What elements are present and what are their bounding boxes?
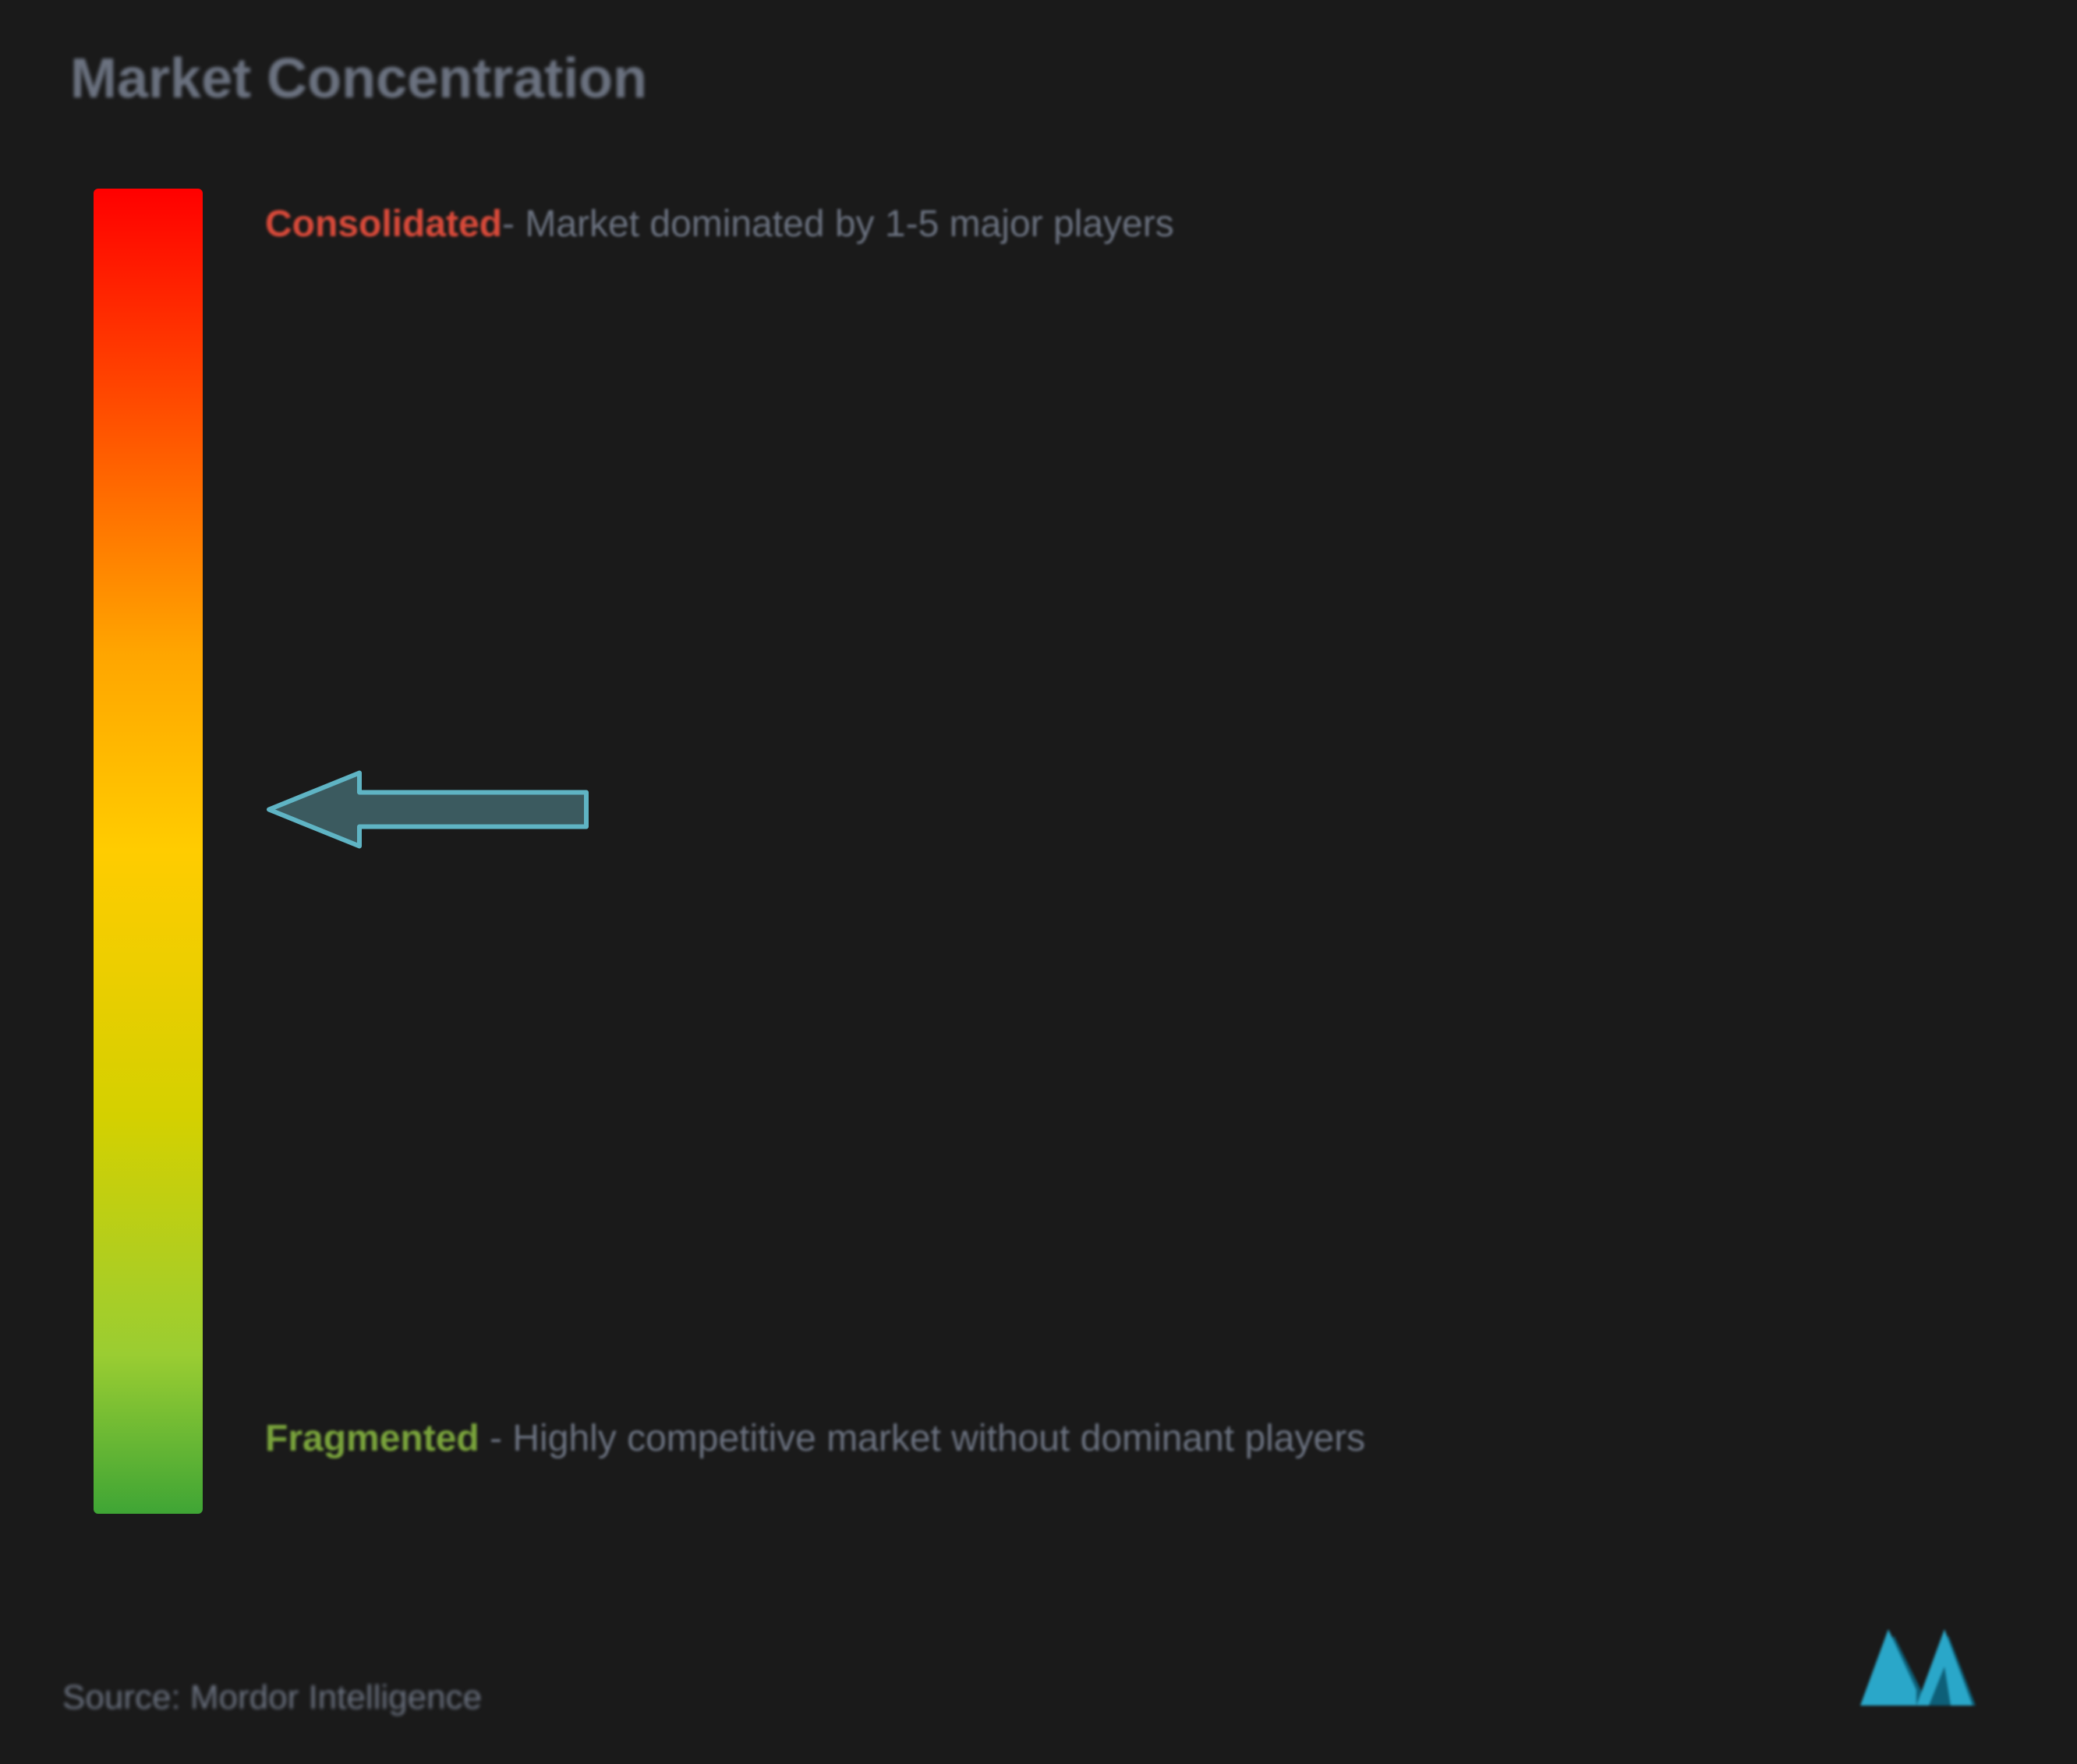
brand-logo	[1851, 1620, 1991, 1717]
fragmented-label: Fragmented - Highly competitive market w…	[265, 1411, 1365, 1467]
mordor-logo-icon	[1851, 1620, 1991, 1713]
labels-column: Consolidated- Market dominated by 1-5 ma…	[265, 189, 2015, 1514]
consolidated-desc: - Market dominated by 1-5 major players	[502, 203, 1174, 245]
main-content: Consolidated- Market dominated by 1-5 ma…	[94, 189, 2015, 1514]
indicator-arrow	[265, 767, 593, 857]
fragmented-lead: Fragmented	[265, 1418, 479, 1459]
consolidated-label: Consolidated- Market dominated by 1-5 ma…	[265, 196, 1174, 253]
fragmented-desc: - Highly competitive market without domi…	[479, 1418, 1365, 1459]
concentration-gradient-bar	[94, 189, 203, 1514]
arrow-left-icon	[265, 767, 593, 853]
source-attribution: Source: Mordor Intelligence	[62, 1678, 482, 1717]
consolidated-lead: Consolidated	[265, 203, 502, 245]
chart-title: Market Concentration	[70, 47, 2015, 111]
